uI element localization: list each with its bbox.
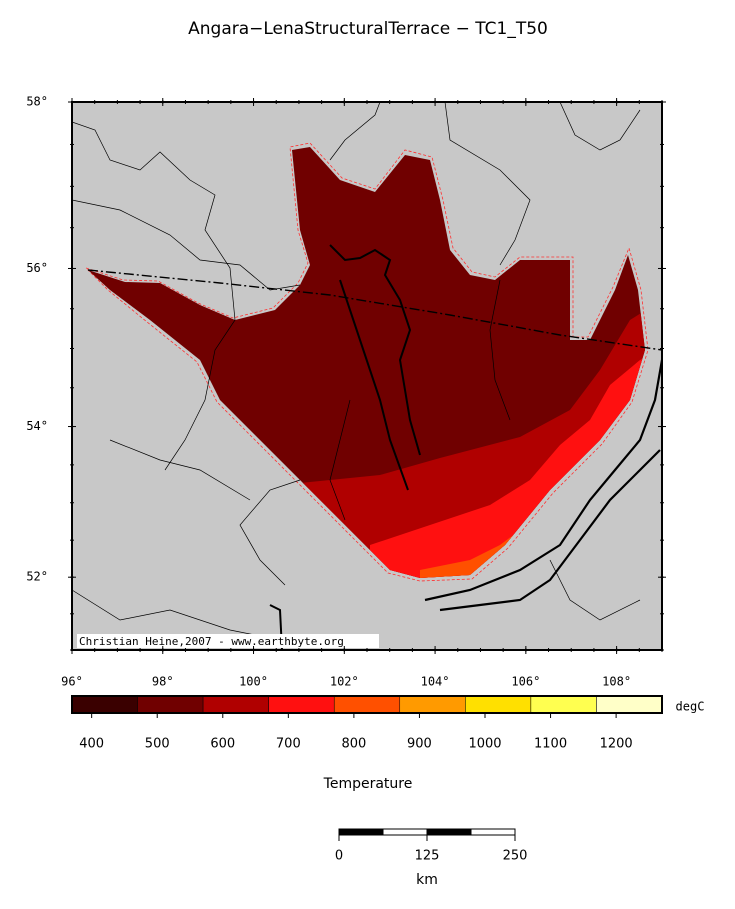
map-title: Angara−LenaStructuralTerrace − TC1_T50 bbox=[188, 19, 548, 39]
colorbar-tick-label: 1100 bbox=[534, 737, 567, 752]
colorbar-tick-label: 1000 bbox=[468, 737, 501, 752]
lat-tick-label: 54° bbox=[26, 419, 48, 433]
colorbar-frame bbox=[71, 695, 663, 714]
lon-tick-label: 96° bbox=[61, 675, 83, 689]
lon-tick-label: 102° bbox=[330, 675, 359, 689]
lat-tick-label: 56° bbox=[26, 261, 48, 275]
lon-tick-label: 108° bbox=[602, 675, 631, 689]
lat-tick-label: 58° bbox=[26, 95, 48, 109]
colorbar-swatch bbox=[399, 695, 466, 714]
colorbar-swatch bbox=[202, 695, 269, 714]
colorbar-swatch bbox=[268, 695, 335, 714]
lon-tick-label: 106° bbox=[511, 675, 540, 689]
lat-tick-label: 52° bbox=[26, 570, 48, 584]
colorbar-swatch bbox=[71, 695, 138, 714]
scalebar-label: km bbox=[416, 872, 438, 888]
colorbar-tick-label: 1200 bbox=[600, 737, 633, 752]
lon-tick-label: 104° bbox=[421, 675, 450, 689]
colorbar-swatch bbox=[137, 695, 204, 714]
colorbar-swatch bbox=[465, 695, 532, 714]
profile-line bbox=[87, 269, 662, 351]
colorbar-tick-label: 900 bbox=[407, 737, 432, 752]
credit-box bbox=[77, 634, 379, 648]
colorbar-swatch bbox=[333, 695, 401, 714]
scalebar-segment bbox=[382, 828, 428, 836]
colorbar-tick-label: 400 bbox=[79, 737, 104, 752]
colorbar-tick-label: 700 bbox=[276, 737, 301, 752]
colorbar-unit: degC bbox=[676, 700, 705, 714]
lon-tick-label: 100° bbox=[239, 675, 268, 689]
scalebar-tick-label: 250 bbox=[503, 849, 528, 864]
colorbar-tick-label: 600 bbox=[210, 737, 235, 752]
colorbar-swatch bbox=[530, 695, 597, 714]
colorbar-tick-label: 800 bbox=[341, 737, 366, 752]
scalebar-segment bbox=[426, 828, 472, 836]
scalebar-segment bbox=[338, 828, 384, 836]
scalebar-tick-label: 125 bbox=[415, 849, 440, 864]
scalebar-tick-label: 0 bbox=[335, 849, 343, 864]
credit: Christian Heine,2007 - www.earthbyte.org bbox=[79, 635, 344, 648]
lake-baikal bbox=[424, 359, 662, 612]
scalebar-segment bbox=[470, 828, 516, 836]
rivers bbox=[72, 102, 641, 641]
colorbar-tick-label: 500 bbox=[145, 737, 170, 752]
colorbar-swatch bbox=[596, 695, 663, 714]
colorbar-label: Temperature bbox=[323, 776, 413, 792]
lon-tick-label: 98° bbox=[152, 675, 174, 689]
